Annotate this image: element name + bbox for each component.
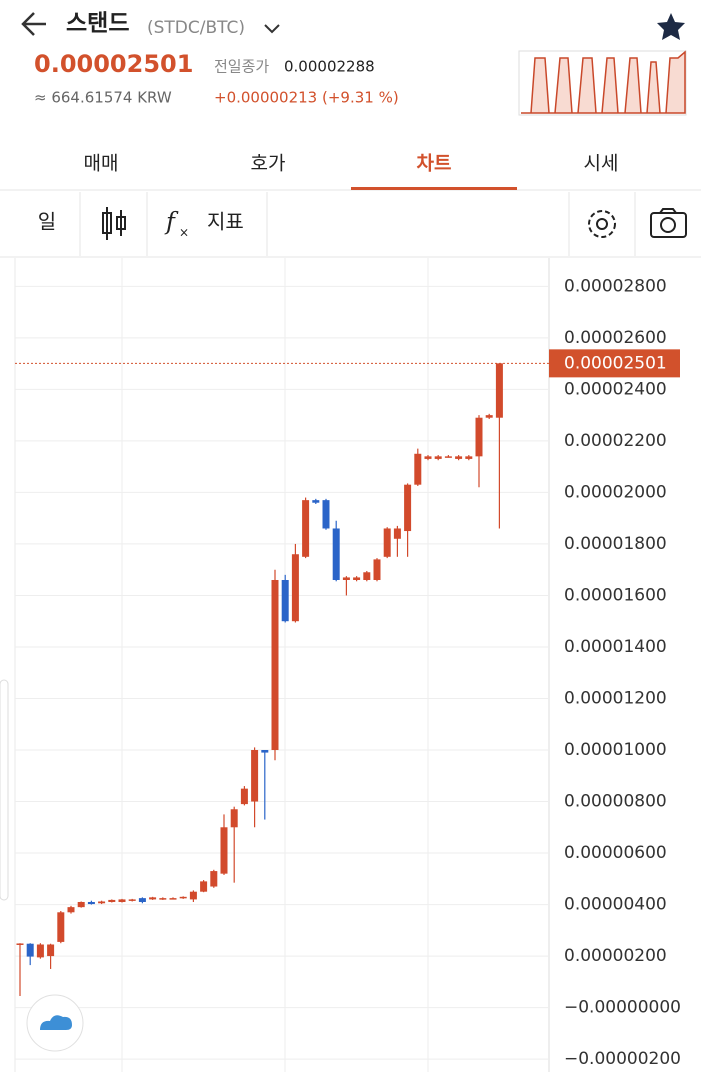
candle-body [302,500,310,557]
candle-body [36,944,44,958]
candle-body [98,901,106,904]
candle-body [312,500,320,503]
toolbar-separators [0,192,701,258]
y-tick-label: 0.00001400 [564,637,667,657]
candle-body [200,881,208,892]
cloud-icon [40,1015,72,1030]
candle-body [495,363,503,418]
candle-body [353,577,361,580]
candle-body [159,898,167,900]
candle-body [16,943,24,945]
tab-active[interactable]: 차트 [417,153,452,175]
candle-body [118,899,126,902]
candle-body [87,901,95,905]
candle-body [444,456,452,458]
candle-body [414,453,422,485]
period-button[interactable]: 일 [38,210,56,234]
prev-close: 0.00002288 [284,58,375,76]
candle-body [281,579,289,622]
candle-body [57,912,65,942]
candle-body [434,456,442,459]
candle-body [149,897,157,900]
y-tick-label: 0.00002000 [564,482,667,502]
y-tick-label: −0.00000200 [564,1049,681,1069]
v-grid [121,258,429,1072]
y-tick-label: 0.00002200 [564,431,667,451]
candle-body [210,871,218,887]
grid: 0.00002800 0.00002600 0.00002400 0.00002200… [15,276,681,1069]
candle-body [47,944,55,957]
candle-body [373,559,381,580]
candle-body [485,415,493,418]
candle-body [342,577,350,580]
y-tick-label: 0.00002800 [564,276,667,296]
candle-icon[interactable] [102,207,126,240]
tab[interactable]: 매매 [84,153,119,175]
candle-body [189,891,197,900]
y-tick-label: 0.00000800 [564,792,667,812]
candle-body [393,528,401,539]
current-price: 0.00002501 [34,50,193,78]
candle-body [424,456,432,459]
candle-body [67,907,75,913]
candle-body [251,750,259,802]
coin-pair: (STDC/BTC) [147,18,245,38]
settings-icon[interactable] [588,210,616,238]
candle-body [455,456,463,459]
y-tick-label: 0.00000600 [564,843,667,863]
camera-icon[interactable] [650,208,687,238]
coin-name: 스탠드 [66,11,129,37]
candle-body [271,579,279,751]
last-price-box [549,349,680,378]
tab-indicator [351,187,517,190]
y-tick-label: 0.00002400 [564,379,667,399]
candle-body [169,898,177,900]
favorite-star[interactable] [657,13,685,40]
candle-body [240,788,248,805]
y-tick-label: −0.00000000 [564,998,681,1018]
side-handle[interactable] [0,679,9,901]
candle-body [230,809,238,828]
krw-price: ≈ 664.61574 KRW [34,89,172,107]
fx-icon-sub: × [179,226,189,240]
y-tick-label: 0.00001800 [564,534,667,554]
candle-body [404,484,412,532]
candle-body [322,500,330,529]
y-tick-label: 0.00001600 [564,585,667,605]
candle-body [383,528,391,557]
candle-body [475,417,483,457]
y-tick-label: 0.00001200 [564,688,667,708]
y-tick-label: 0.00001000 [564,740,667,760]
y-tick-label: 0.00000200 [564,946,667,966]
candle-body [465,456,473,459]
candle-body [220,827,228,874]
candle-body [108,899,116,902]
candle-body [261,750,269,753]
candle-body [179,896,187,899]
tab[interactable]: 호가 [251,153,286,175]
candle-body [363,572,371,580]
plot: 0.00002501 [15,349,680,997]
tab[interactable]: 시세 [584,153,619,175]
pair-dropdown[interactable] [264,24,280,34]
indicator-button[interactable]: 지표 [207,210,244,234]
prev-close-label: 전일종가 [214,58,269,76]
candle-body [26,943,34,957]
price-change: +0.00000213 (+9.31 %) [214,89,399,107]
y-tick-label: 0.00000400 [564,895,667,915]
candle-body [138,898,146,902]
last-price-label: 0.00002501 [564,353,667,373]
candle-body [128,899,136,901]
y-tick-label: 0.00002600 [564,328,667,348]
fx-icon[interactable]: f [164,208,179,236]
candle-body [77,901,85,908]
candle-body [332,528,340,580]
sparkline [521,50,686,114]
candle-body [291,554,299,622]
back-button[interactable] [21,12,46,36]
